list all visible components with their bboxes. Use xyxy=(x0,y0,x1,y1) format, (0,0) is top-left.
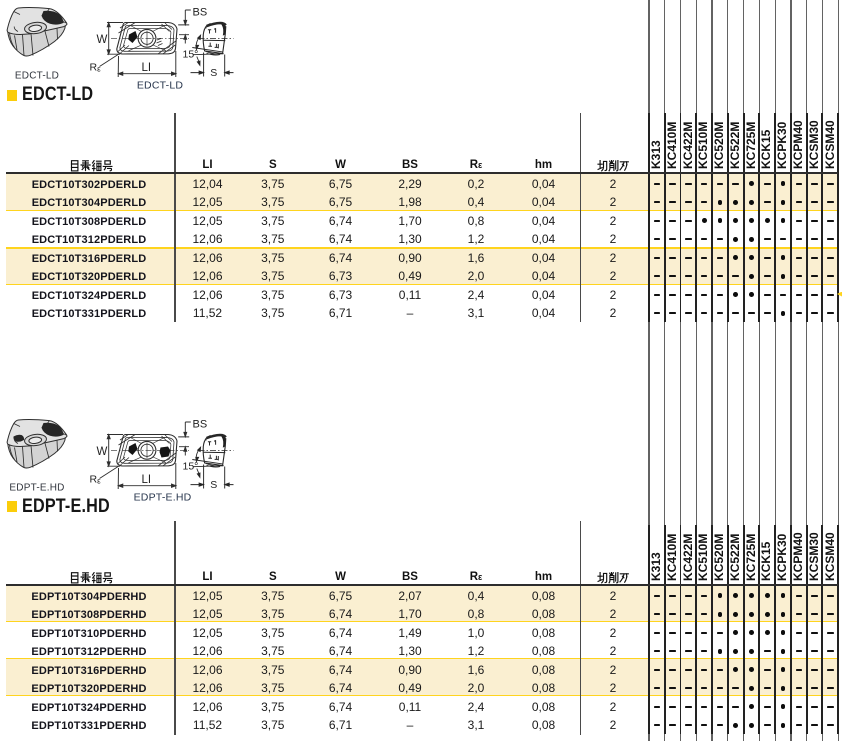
svg-text:LI: LI xyxy=(142,474,152,486)
svg-text:Rε: Rε xyxy=(90,62,102,74)
svg-text:Rε: Rε xyxy=(90,474,102,486)
svg-text:W: W xyxy=(97,446,108,458)
svg-text:EDPT-E.HD: EDPT-E.HD xyxy=(9,483,64,494)
svg-text:15°: 15° xyxy=(183,461,199,473)
svg-text:EDCT-LD: EDCT-LD xyxy=(15,71,59,82)
svg-text:15°: 15° xyxy=(183,49,199,61)
svg-text:BS: BS xyxy=(193,7,208,19)
svg-text:EDPT-E.HD: EDPT-E.HD xyxy=(134,492,192,504)
svg-text:S: S xyxy=(210,479,217,491)
svg-text:BS: BS xyxy=(193,419,208,431)
svg-text:LI: LI xyxy=(142,62,152,74)
svg-text:EDCT-LD: EDCT-LD xyxy=(137,80,184,92)
svg-text:S: S xyxy=(210,67,217,79)
svg-text:W: W xyxy=(97,34,108,46)
